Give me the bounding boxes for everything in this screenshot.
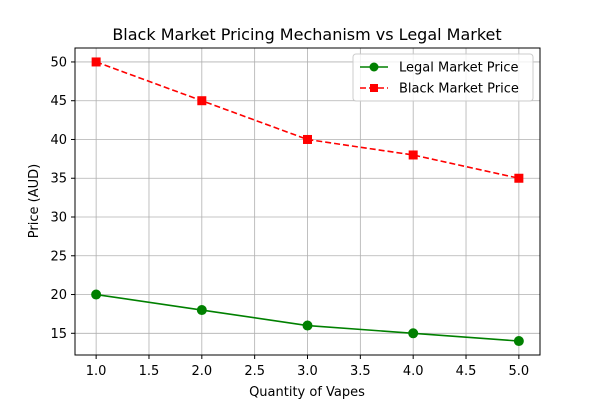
x-tick-label: 1.5 (139, 364, 160, 379)
x-tick-label: 2.5 (244, 364, 265, 379)
legend-label-legal-market-price: Legal Market Price (399, 61, 519, 76)
x-tick-label: 4.5 (456, 364, 477, 379)
data-point-black-market-price (303, 134, 312, 144)
y-tick-label: 35 (50, 172, 67, 187)
data-point-legal-market-price (513, 336, 524, 347)
y-axis-label: Price (AUD) (27, 164, 42, 238)
legend-box (352, 53, 534, 102)
y-tick-label: 20 (50, 288, 67, 303)
data-point-legal-market-price (91, 289, 102, 300)
series-legal-market-price (91, 289, 524, 347)
data-point-black-market-price (408, 150, 418, 160)
x-axis-ticks: 1.0 1.5 2.0 2.5 3.0 3.5 4.0 4.5 5.0 (86, 355, 529, 379)
x-axis-label: Quantity of Vapes (249, 385, 365, 400)
y-tick-label: 25 (50, 249, 67, 264)
y-tick-label: 15 (50, 327, 67, 342)
legend-marker-legal-market-price (369, 62, 379, 72)
data-point-black-market-price (197, 96, 207, 106)
y-tick-label: 30 (50, 211, 67, 226)
legend: Legal Market Price Black Market Price (352, 53, 534, 102)
x-tick-label: 4.0 (403, 364, 424, 379)
x-tick-label: 3.0 (297, 364, 318, 379)
x-tick-label: 5.0 (509, 364, 530, 379)
legend-marker-black-market-price (370, 84, 378, 92)
data-point-legal-market-price (408, 328, 419, 339)
x-tick-label: 3.5 (350, 364, 371, 379)
data-point-legal-market-price (302, 320, 313, 331)
chart-title: Black Market Pricing Mechanism vs Legal … (112, 25, 501, 44)
data-point-black-market-price (91, 57, 101, 67)
y-axis-ticks: 15 20 25 30 35 40 45 50 (50, 55, 75, 342)
series-black-market-price (91, 57, 524, 183)
y-tick-label: 50 (50, 55, 67, 70)
x-tick-label: 2.0 (191, 364, 212, 379)
y-tick-label: 45 (50, 94, 67, 109)
y-tick-label: 40 (50, 133, 67, 148)
series-layer (91, 57, 524, 347)
legend-label-black-market-price: Black Market Price (399, 82, 519, 97)
x-tick-label: 1.0 (86, 364, 107, 379)
data-point-black-market-price (514, 173, 524, 183)
data-point-legal-market-price (196, 305, 207, 316)
